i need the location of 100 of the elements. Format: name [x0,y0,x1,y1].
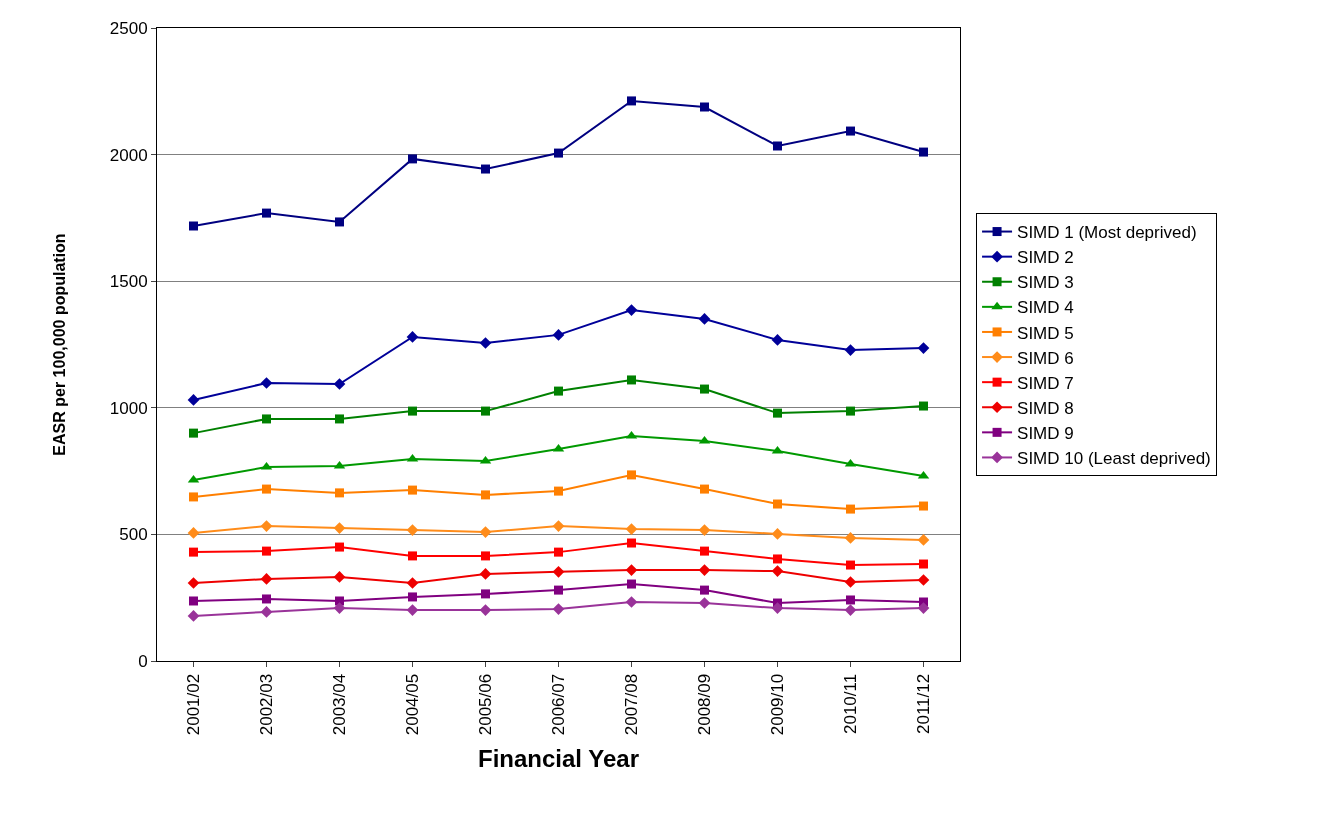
point [554,386,563,396]
point [627,96,636,106]
point [844,344,857,356]
y-tick-label: 2000 [109,145,148,165]
y-tick-label: 1000 [109,398,148,418]
x-tick-label: 2006/07 [549,673,569,736]
point [700,585,709,595]
point [406,524,419,536]
point [846,560,855,570]
point [917,534,930,546]
legend-label: SIMD 9 [1017,423,1074,443]
point [698,524,711,536]
point [627,538,636,548]
point [262,484,271,494]
point [481,406,490,416]
point [627,579,636,589]
point [187,577,200,589]
point [333,522,346,534]
legend-label: SIMD 2 [1017,248,1074,268]
x-axis-title: Financial Year [478,744,639,772]
point [698,597,711,609]
point [773,141,782,151]
point [406,577,419,589]
y-tick-label: 0 [138,651,148,671]
x-tick-label: 2001/02 [184,673,204,736]
point [554,148,563,158]
point [408,485,417,495]
point [627,375,636,385]
legend-label: SIMD 7 [1017,373,1074,393]
legend-label: SIMD 8 [1017,398,1074,418]
point [189,428,198,438]
point [917,342,930,354]
point [406,604,419,616]
point [625,596,638,608]
legend-label: SIMD 10 (Least deprived) [1017,449,1211,469]
point [335,414,344,424]
point [698,564,711,576]
point [771,602,784,614]
point [262,208,271,218]
point [552,329,565,341]
point [771,334,784,346]
legend-label: SIMD 4 [1017,298,1074,318]
legend-label: SIMD 5 [1017,323,1074,343]
legend-label: SIMD 6 [1017,348,1074,368]
point [552,603,565,615]
x-tick-label: 2009/10 [768,673,788,736]
x-tick-label: 2002/03 [257,673,277,736]
point [189,596,198,606]
point [625,564,638,576]
point [773,408,782,418]
y-axis-title: EASR per 100,000 population [50,233,68,456]
point [479,568,492,580]
point [260,573,273,585]
x-tick-label: 2005/06 [476,673,496,736]
point [335,217,344,227]
point [260,520,273,532]
point [554,547,563,557]
point [189,547,198,557]
point [554,585,563,595]
point [408,592,417,602]
x-tick-label: 2010/11 [841,673,861,734]
y-tick-label: 2500 [109,18,148,38]
point [481,551,490,561]
point [919,559,928,569]
point [262,594,271,604]
point [700,546,709,556]
x-tick-label: 2003/04 [330,673,350,736]
point [335,542,344,552]
point [917,602,930,614]
point [187,610,200,622]
point [262,546,271,556]
point [187,527,200,539]
point [917,574,930,586]
point [479,337,492,349]
point [700,484,709,494]
point [552,520,565,532]
x-tick-label: 2007/08 [622,673,642,736]
point [335,488,344,498]
point [481,164,490,174]
point [408,154,417,164]
point [189,492,198,502]
point [625,523,638,535]
point [262,414,271,424]
point [919,147,928,157]
point [919,501,928,511]
point [406,331,419,343]
point [844,576,857,588]
point [846,406,855,416]
point [333,602,346,614]
point [481,589,490,599]
point [846,595,855,605]
point [771,565,784,577]
y-tick-label: 500 [119,525,148,545]
point [698,313,711,325]
point [479,526,492,538]
x-tick-label: 2008/09 [695,673,715,736]
point [260,377,273,389]
point [408,406,417,416]
point [773,554,782,564]
point [771,528,784,540]
